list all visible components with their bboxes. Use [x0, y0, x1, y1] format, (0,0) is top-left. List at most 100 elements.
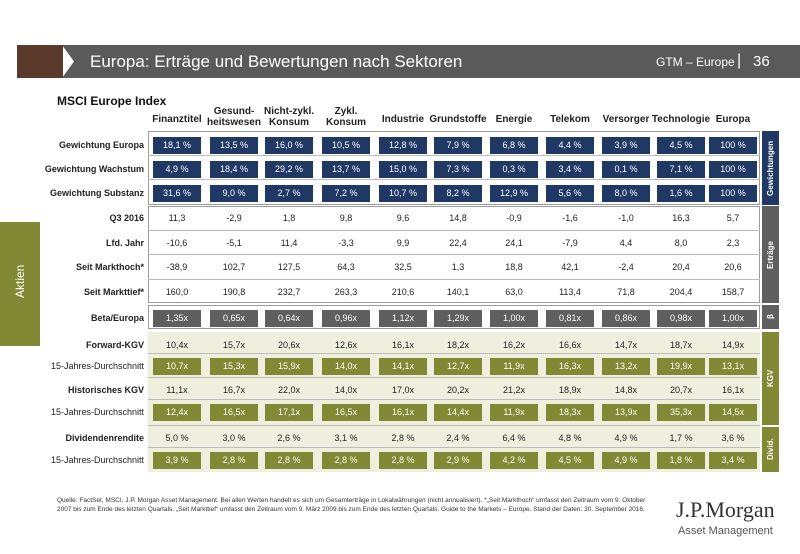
group-label-beta: β [762, 305, 779, 329]
column-header: Industrie [381, 114, 425, 125]
table-cell: 16,5x [210, 404, 258, 421]
table-cell: 1,8 [282, 213, 296, 223]
header-separator: | [737, 52, 742, 69]
table-cell: -38,9 [166, 262, 188, 272]
column-header: Grundstoffe [429, 114, 487, 125]
table-cell: 7,2 % [322, 185, 370, 202]
table-cell: 16,1x [721, 385, 745, 395]
table-cell: 16,6x [558, 340, 582, 350]
table-cell: 4,5 % [657, 137, 705, 154]
column-header: Finanztitel [152, 114, 202, 125]
footnote: Quelle: FactSet, MSCI, J.P. Morgan Asset… [57, 497, 646, 513]
table-cell: 14,8 [449, 213, 467, 223]
table-cell: 15,7x [222, 340, 246, 350]
table-cell: 20,4 [672, 262, 690, 272]
table-cell: 158,7 [721, 287, 745, 297]
page-title: Europa: Erträge und Bewertungen nach Sek… [90, 52, 463, 71]
table-cell: 16,5x [322, 404, 370, 421]
table-cell: 0,98x [657, 310, 705, 327]
column-header: Gesund- heitswesen [207, 106, 261, 128]
table-cell: 17,0x [391, 385, 415, 395]
row-separator [148, 279, 760, 280]
table-cell: 24,1 [505, 238, 523, 248]
table-cell: 20,7x [669, 385, 693, 395]
table-cell: 4,9 % [153, 161, 201, 178]
column-header: Versorger [602, 114, 650, 125]
table-cell: 210,6 [391, 287, 415, 297]
row-label: Forward-KGV [85, 340, 144, 350]
table-cell: -2,9 [226, 213, 242, 223]
table-cell: 3,4 % [709, 452, 757, 469]
row-separator [148, 447, 760, 448]
table-cell: 29,2 % [265, 161, 313, 178]
table-cell: 2,8 % [265, 452, 313, 469]
table-cell: 12,7x [434, 358, 482, 375]
table-cell: 13,1x [709, 358, 757, 375]
table-cell: 11,9x [490, 404, 538, 421]
table-cell: 32,5 [394, 262, 412, 272]
row-separator [148, 254, 760, 255]
row-label: Gewichtung Wachstum [44, 164, 144, 174]
table-cell: 7,3 % [434, 161, 482, 178]
table-cell: 127,5 [277, 262, 301, 272]
table-cell: 4,5 % [546, 452, 594, 469]
row-label: Dividendenrendite [65, 433, 144, 443]
table-cell: 160,0 [165, 287, 189, 297]
table-cell: 4,4 [619, 238, 633, 248]
table-cell: 14,5x [709, 404, 757, 421]
section-border-2 [148, 305, 760, 329]
table-cell: 8,0 % [602, 185, 650, 202]
table-cell: 9,9 [396, 238, 410, 248]
table-cell: 204,4 [669, 287, 693, 297]
table-cell: -3,3 [338, 238, 354, 248]
table-cell: 2,8 % [391, 433, 415, 443]
side-section-tab[interactable] [0, 222, 40, 346]
table-cell: 263,3 [334, 287, 358, 297]
row-label: 15-Jahres-Durchschnitt [50, 455, 144, 465]
row-separator [148, 377, 760, 378]
row-label: Lfd. Jahr [105, 238, 144, 248]
column-header: Zykl. Konsum [326, 106, 366, 128]
table-cell: 0,81x [546, 310, 594, 327]
table-cell: 13,2x [602, 358, 650, 375]
table-cell: 10,7x [153, 358, 201, 375]
table-cell: 100 % [709, 185, 757, 202]
table-cell: 3,1 % [334, 433, 358, 443]
group-label-ertraege: Erträge [762, 206, 779, 303]
table-cell: -5,1 [226, 238, 242, 248]
table-cell: 11,4 [280, 238, 298, 248]
table-cell: 71,8 [617, 287, 635, 297]
table-cell: 1,00x [709, 310, 757, 327]
table-cell: 8,0 [674, 238, 688, 248]
table-cell: 2,6 % [277, 433, 301, 443]
table-cell: 2,7 % [265, 185, 313, 202]
table-cell: 8,2 % [434, 185, 482, 202]
table-cell: 12,8 % [379, 137, 427, 154]
series-label: GTM – Europe [656, 55, 735, 69]
table-cell: 0,96x [322, 310, 370, 327]
table-cell: 12,4x [153, 404, 201, 421]
row-label: Seit Markttief* [83, 287, 144, 297]
table-cell: 18,2x [446, 340, 470, 350]
row-label: Q3 2016 [109, 213, 144, 223]
table-cell: 5,6 % [546, 185, 594, 202]
table-cell: 18,9x [558, 385, 582, 395]
table-cell: 18,7x [669, 340, 693, 350]
table-cell: 4,8 % [558, 433, 582, 443]
row-label: 15-Jahres-Durchschnitt [50, 361, 144, 371]
table-cell: 1,7 % [669, 433, 693, 443]
table-cell: 0,64x [265, 310, 313, 327]
side-section-label: Aktien [13, 264, 27, 298]
table-cell: 10,7 % [379, 185, 427, 202]
table-cell: 1,6 % [657, 185, 705, 202]
group-label-kgv: KGV [762, 332, 779, 425]
table-cell: 63,0 [505, 287, 523, 297]
table-cell: 4,9 % [602, 452, 650, 469]
table-cell: 9,6 [396, 213, 410, 223]
table-cell: -2,4 [618, 262, 634, 272]
table-cell: 102,7 [222, 262, 246, 272]
table-cell: 190,8 [222, 287, 246, 297]
table-cell: 4,2 % [490, 452, 538, 469]
row-label: 15-Jahres-Durchschnitt [50, 407, 144, 417]
table-cell: 16,7x [222, 385, 246, 395]
